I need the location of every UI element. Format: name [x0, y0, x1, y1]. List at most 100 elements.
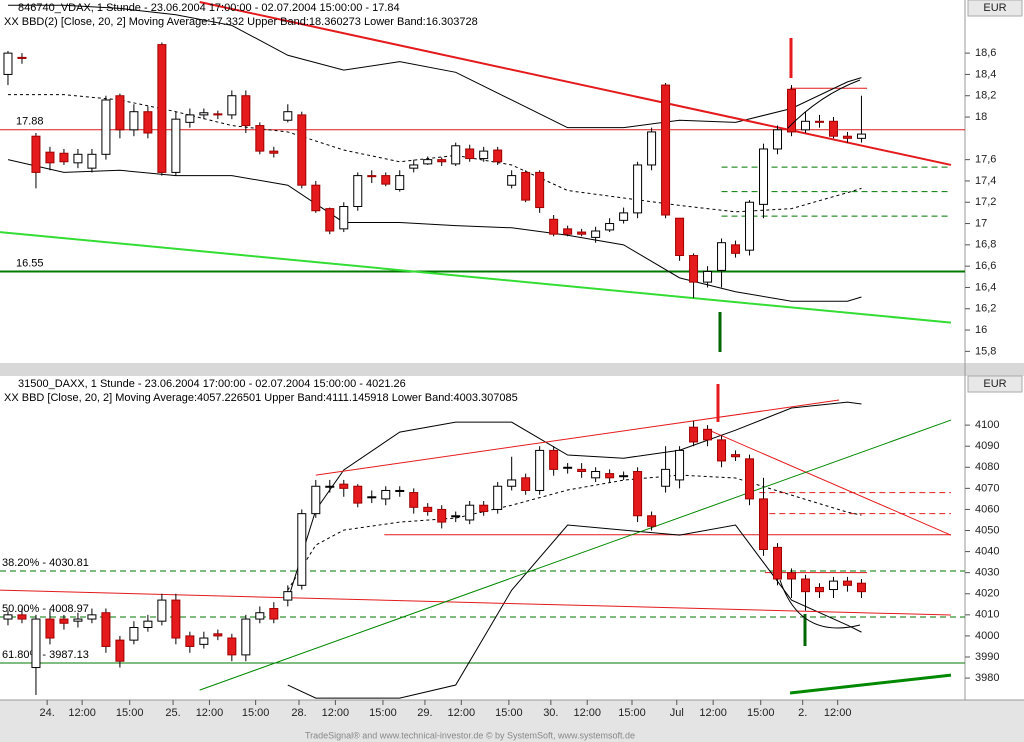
candle-body	[605, 223, 615, 231]
candle-body	[59, 618, 69, 624]
candle-body	[185, 635, 195, 647]
candle-body	[549, 449, 559, 470]
candle-body	[773, 129, 783, 150]
candle-body	[87, 614, 97, 620]
candle-body	[31, 618, 41, 669]
y-tick-label: 3990	[975, 651, 999, 663]
x-tick-label: 15:00	[747, 707, 775, 719]
candle-body	[800, 120, 810, 131]
candle-body	[661, 468, 671, 487]
y-tick-label: 3980	[975, 672, 999, 684]
candle-body	[395, 489, 405, 492]
candle-body	[437, 159, 447, 163]
y-tick-label: 18,2	[975, 90, 996, 102]
candle-body	[185, 114, 195, 123]
y-tick-label: 4010	[975, 609, 999, 621]
candle-body	[437, 508, 447, 523]
candle-body	[115, 95, 125, 131]
candle-body	[241, 618, 251, 656]
candle-body	[703, 270, 713, 283]
candle-body	[493, 149, 503, 163]
candle-body	[605, 473, 615, 479]
y-tick-label: 15,8	[975, 345, 996, 357]
candle-body	[577, 231, 587, 235]
trendline	[199, 1, 952, 166]
candle-body	[227, 637, 237, 656]
candle-body	[45, 618, 55, 639]
x-tick-label: 28.	[291, 707, 306, 719]
candle-body	[73, 153, 83, 164]
candle-body	[633, 164, 643, 214]
candle-body	[507, 175, 517, 186]
x-tick-label: 25.	[165, 707, 180, 719]
candle-body	[591, 470, 601, 479]
y-tick-label: 4070	[975, 482, 999, 494]
y-tick-label: 17,2	[975, 196, 996, 208]
x-tick-label: 12:00	[448, 707, 476, 719]
candle-body	[689, 254, 699, 283]
candle-body	[255, 125, 265, 152]
candle-body	[591, 230, 601, 238]
candle-body	[143, 111, 153, 134]
x-tick-label: 24.	[40, 707, 55, 719]
candle-body	[283, 111, 293, 121]
candle-body	[269, 150, 279, 154]
chart-title: 31500_DAXX, 1 Stunde - 23.06.2004 17:00:…	[18, 378, 406, 390]
candle-body	[3, 52, 13, 75]
candle-body	[3, 614, 13, 620]
x-tick-label: 15:00	[369, 707, 397, 719]
candle-body	[409, 164, 419, 169]
y-tick-label: 17,6	[975, 154, 996, 166]
candle-body	[59, 152, 69, 163]
y-tick-label: 4090	[975, 440, 999, 452]
bollinger-band	[7, 159, 862, 302]
indicator-subtitle: XX BBD(2) [Close, 20, 2] Moving Average:…	[4, 16, 478, 28]
candle-body	[465, 504, 475, 521]
moving-average	[7, 94, 862, 213]
candle-body	[787, 88, 797, 133]
candle-body	[675, 449, 685, 481]
trendline	[0, 589, 952, 616]
candle-body	[129, 111, 139, 131]
candle-body	[45, 151, 55, 164]
x-tick-label: 29.	[417, 707, 432, 719]
y-tick-label: 17	[975, 217, 987, 229]
x-tick-label: 12:00	[824, 707, 852, 719]
candle-body	[157, 44, 167, 173]
candle-body	[353, 485, 363, 504]
y-tick-label: 4040	[975, 546, 999, 558]
y-tick-label: 16,2	[975, 303, 996, 315]
candle-body	[339, 483, 349, 489]
candle-body	[619, 212, 629, 221]
candle-body	[213, 113, 223, 116]
candle-body	[493, 485, 503, 510]
candle-body	[143, 620, 153, 628]
candle-body	[381, 489, 391, 500]
x-tick-label: 15:00	[495, 707, 523, 719]
candle-body	[661, 84, 671, 216]
candle-body	[171, 599, 181, 639]
candle-body	[297, 513, 307, 586]
trendline	[0, 231, 952, 324]
level-label: 61.80% - 3987.13	[2, 649, 89, 661]
x-tick-label: Jul	[670, 707, 684, 719]
candle-body	[213, 633, 223, 637]
candle-body	[814, 586, 824, 593]
candle-body	[535, 171, 545, 209]
unit-label: EUR	[983, 378, 1006, 390]
candle-body	[521, 171, 531, 201]
candle-body	[759, 498, 769, 550]
candle-body	[800, 578, 810, 593]
candle-body	[157, 599, 167, 622]
y-tick-label: 16,8	[975, 239, 996, 251]
candle-body	[199, 112, 209, 116]
candle-body	[745, 201, 755, 251]
trendline	[199, 419, 952, 691]
x-tick-label: 15:00	[242, 707, 270, 719]
candle-body	[856, 133, 866, 139]
candle-body	[689, 426, 699, 443]
bottom-plot: 38.20% - 4030.81 50.00% - 4008.97 61.80% -…	[0, 399, 965, 699]
y-tick-label: 4030	[975, 567, 999, 579]
level-label: 38.20% - 4030.81	[2, 557, 89, 569]
